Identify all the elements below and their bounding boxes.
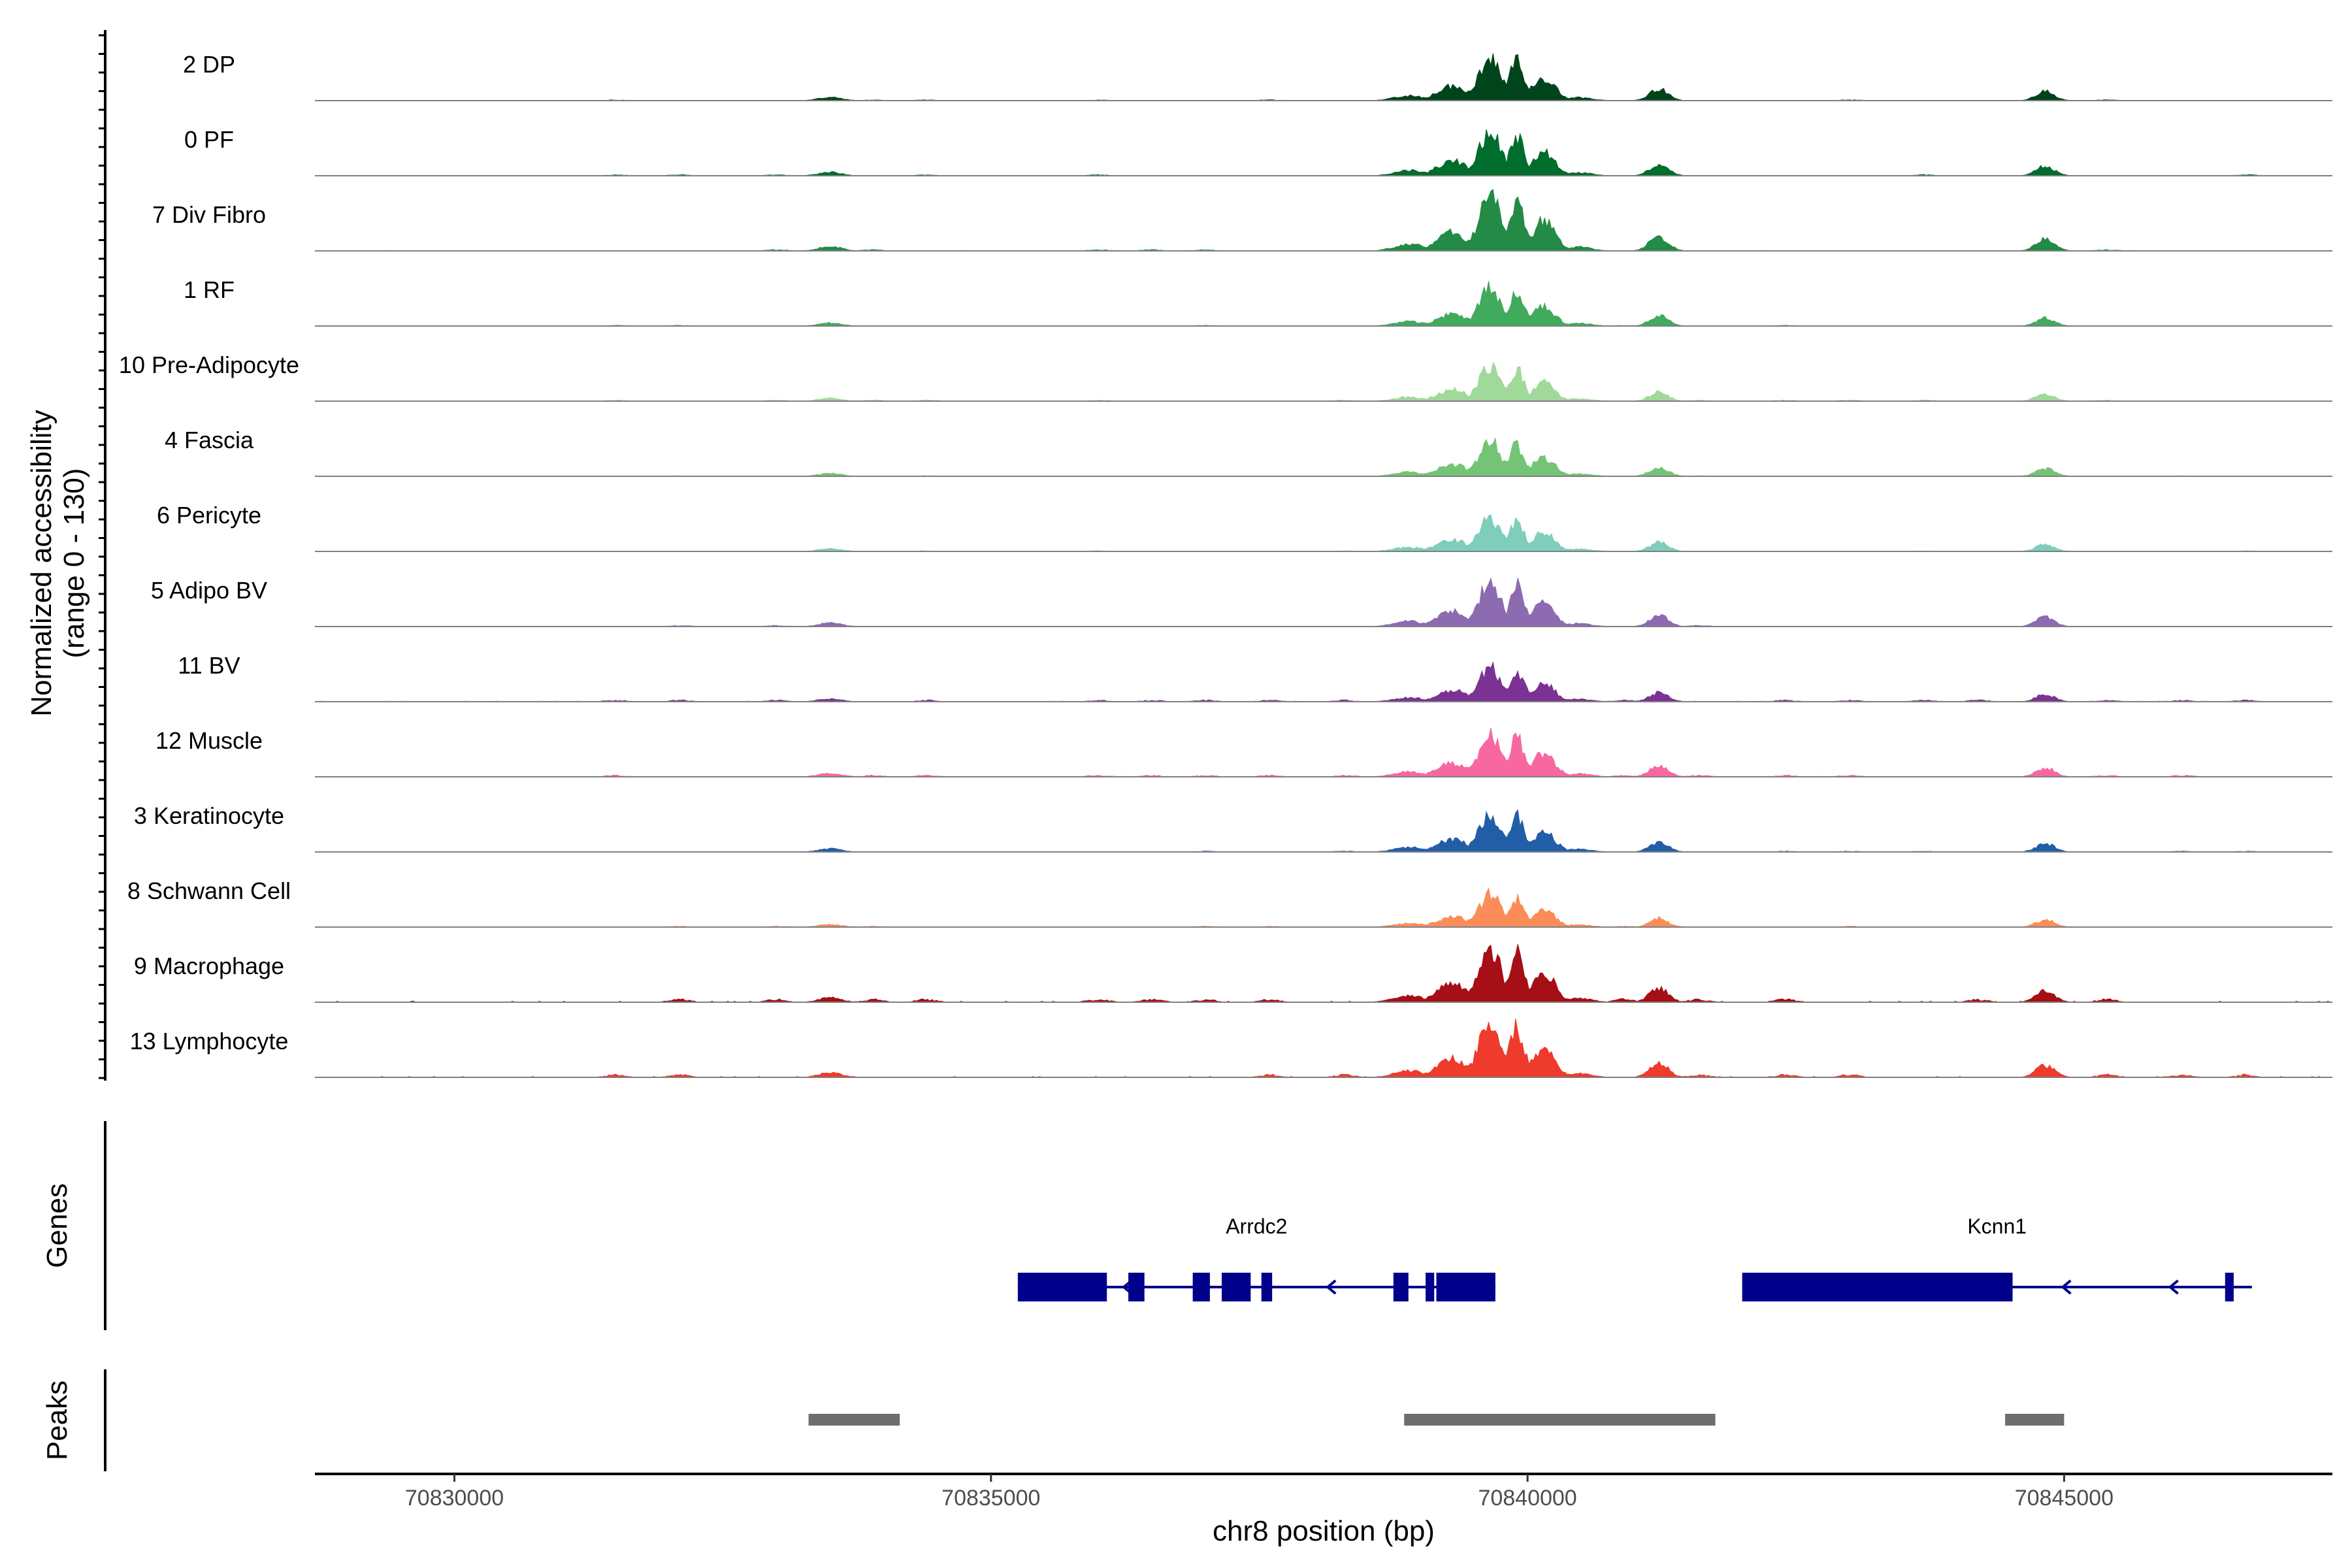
genes-panel-label: Genes (41, 1183, 73, 1268)
peak-bar (1404, 1414, 1716, 1426)
track-label: 8 Schwann Cell (127, 877, 291, 904)
track-label: 11 BV (178, 652, 240, 679)
track-label: 0 PF (184, 126, 234, 153)
gene-exon (1192, 1273, 1210, 1301)
gene-label: Kcnn1 (1967, 1215, 2027, 1238)
gene-models: Arrdc2 Kcnn1 (1017, 1215, 2252, 1301)
coverage-area (315, 887, 2332, 928)
x-tick-label: 70840000 (1478, 1486, 1576, 1511)
strand-arrow-icon (1326, 1279, 1337, 1295)
coverage-area (315, 189, 2332, 252)
coverage-ylabel-line1: Normalized accessibility (25, 410, 57, 716)
strand-arrow-icon (2168, 1279, 2179, 1295)
coverage-track: 7 Div Fibro (152, 189, 2332, 252)
track-label: 2 DP (183, 51, 235, 78)
coverage-area (315, 661, 2332, 702)
coverage-area (315, 809, 2332, 853)
track-label: 10 Pre-Adipocyte (119, 351, 299, 378)
track-label: 13 Lymphocyte (130, 1028, 289, 1054)
gene-model: Arrdc2 (1017, 1215, 1495, 1301)
coverage-area (315, 1019, 2332, 1078)
coverage-area (315, 577, 2332, 627)
gene-label: Arrdc2 (1226, 1215, 1287, 1238)
coverage-track: 1 RF (184, 276, 2332, 327)
coverage-area (315, 361, 2332, 402)
coverage-track: 2 DP (183, 51, 2332, 101)
x-tick-label: 70835000 (941, 1486, 1040, 1511)
track-label: 4 Fascia (165, 427, 254, 453)
gene-exon (1221, 1273, 1251, 1301)
coverage-area (315, 436, 2332, 477)
gene-exon (1436, 1273, 1495, 1301)
coverage-track: 4 Fascia (165, 427, 2332, 477)
gene-exon (1128, 1273, 1145, 1301)
coverage-track: 11 BV (178, 652, 2332, 702)
coverage-y-axis (99, 30, 106, 1081)
coverage-track: 0 PF (184, 126, 2332, 176)
x-tick-label: 70830000 (405, 1486, 504, 1511)
peak-bars (808, 1414, 2065, 1426)
x-axis-label: chr8 position (bp) (1213, 1515, 1435, 1547)
coverage-track: 13 Lymphocyte (130, 1019, 2332, 1078)
x-axis-ticks: 70830000 70835000 70840000 70845000 (405, 1474, 2114, 1511)
track-label: 12 Muscle (155, 727, 263, 754)
coverage-ylabel-line2: (range 0 - 130) (58, 468, 90, 658)
track-label: 5 Adipo BV (151, 577, 267, 604)
track-label: 9 Macrophage (134, 953, 284, 979)
gene-exon (2225, 1273, 2234, 1301)
coverage-track: 8 Schwann Cell (127, 877, 2332, 928)
track-label: 3 Keratinocyte (134, 802, 284, 829)
coverage-area (315, 281, 2332, 327)
track-label: 6 Pericyte (157, 502, 261, 529)
gene-exon (1426, 1273, 1435, 1301)
track-label: 1 RF (184, 276, 235, 303)
coverage-track: 10 Pre-Adipocyte (119, 351, 2332, 402)
gene-model: Kcnn1 (1742, 1215, 2252, 1301)
coverage-track: 9 Macrophage (134, 944, 2332, 1003)
coverage-track: 5 Adipo BV (151, 577, 2332, 627)
strand-arrow-icon (2061, 1279, 2072, 1295)
coverage-area (315, 514, 2332, 552)
coverage-track: 12 Muscle (155, 727, 2332, 777)
x-tick-label: 70845000 (2015, 1486, 2114, 1511)
peak-bar (808, 1414, 900, 1426)
gene-exon (1742, 1273, 2013, 1301)
peaks-panel-label: Peaks (41, 1380, 73, 1460)
gene-exon (1261, 1273, 1273, 1301)
coverage-track: 3 Keratinocyte (134, 802, 2332, 853)
coverage-tracks: 2 DP 0 PF 7 Div Fibro 1 RF 10 Pre-Adipocyte 4… (119, 51, 2332, 1078)
coverage-area (315, 944, 2332, 1003)
track-label: 7 Div Fibro (152, 201, 266, 228)
gene-exon (1393, 1273, 1409, 1301)
strand-arrow-icon (1122, 1279, 1133, 1295)
coverage-track: 6 Pericyte (157, 502, 2332, 552)
peak-bar (2005, 1414, 2065, 1426)
coverage-ylabel: Normalized accessibility (range 0 - 130) (25, 410, 90, 716)
gene-exon (1017, 1273, 1107, 1301)
coverage-area (315, 129, 2332, 176)
coverage-area (315, 727, 2332, 777)
coverage-area (315, 53, 2332, 101)
